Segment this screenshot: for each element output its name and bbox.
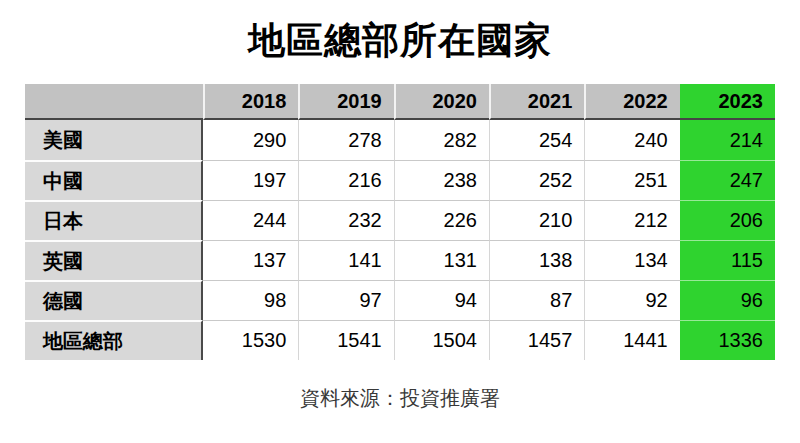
cell-value: 212 — [584, 200, 679, 240]
row-label: 地區總部 — [25, 320, 203, 360]
cell-value: 232 — [298, 200, 393, 240]
row-label: 德國 — [25, 280, 203, 320]
source-note: 資料來源：投資推廣署 — [0, 387, 800, 410]
cell-value: 251 — [584, 160, 679, 200]
cell-value-highlighted: 206 — [680, 200, 775, 240]
table-row-usa: 美國 290 278 282 254 240 214 — [25, 120, 775, 160]
cell-value: 1441 — [584, 320, 679, 360]
cell-value-highlighted: 96 — [680, 280, 775, 320]
cell-value-highlighted: 247 — [680, 160, 775, 200]
cell-value: 134 — [584, 240, 679, 280]
year-header-2021: 2021 — [489, 84, 584, 120]
year-header-2019: 2019 — [298, 84, 393, 120]
cell-value: 1530 — [203, 320, 298, 360]
row-label: 中國 — [25, 160, 203, 200]
table-row-total: 地區總部 1530 1541 1504 1457 1441 1336 — [25, 320, 775, 360]
cell-value: 216 — [298, 160, 393, 200]
header-row: 2018 2019 2020 2021 2022 2023 — [25, 84, 775, 120]
year-header-2023-highlighted: 2023 — [680, 84, 775, 120]
cell-value-highlighted: 214 — [680, 120, 775, 160]
page-title: 地區總部所在國家 — [0, 20, 800, 62]
cell-value: 254 — [489, 120, 584, 160]
cell-value: 97 — [298, 280, 393, 320]
cell-value-highlighted: 1336 — [680, 320, 775, 360]
cell-value: 278 — [298, 120, 393, 160]
row-label: 日本 — [25, 200, 203, 240]
year-header-2020: 2020 — [394, 84, 489, 120]
cell-value: 1504 — [394, 320, 489, 360]
cell-value: 98 — [203, 280, 298, 320]
data-table: 2018 2019 2020 2021 2022 2023 美國 290 278… — [25, 84, 775, 360]
row-label: 英國 — [25, 240, 203, 280]
year-header-2022: 2022 — [584, 84, 679, 120]
corner-cell — [25, 84, 203, 120]
cell-value: 240 — [584, 120, 679, 160]
table-row-uk: 英國 137 141 131 138 134 115 — [25, 240, 775, 280]
row-label: 美國 — [25, 120, 203, 160]
cell-value: 137 — [203, 240, 298, 280]
cell-value: 141 — [298, 240, 393, 280]
cell-value: 94 — [394, 280, 489, 320]
cell-value: 92 — [584, 280, 679, 320]
cell-value: 210 — [489, 200, 584, 240]
year-header-2018: 2018 — [203, 84, 298, 120]
cell-value: 252 — [489, 160, 584, 200]
table-row-japan: 日本 244 232 226 210 212 206 — [25, 200, 775, 240]
cell-value: 131 — [394, 240, 489, 280]
cell-value: 238 — [394, 160, 489, 200]
cell-value: 226 — [394, 200, 489, 240]
table-row-china: 中國 197 216 238 252 251 247 — [25, 160, 775, 200]
cell-value: 282 — [394, 120, 489, 160]
cell-value: 87 — [489, 280, 584, 320]
cell-value: 1457 — [489, 320, 584, 360]
table-row-germany: 德國 98 97 94 87 92 96 — [25, 280, 775, 320]
cell-value: 1541 — [298, 320, 393, 360]
cell-value: 290 — [203, 120, 298, 160]
cell-value-highlighted: 115 — [680, 240, 775, 280]
cell-value: 197 — [203, 160, 298, 200]
cell-value: 244 — [203, 200, 298, 240]
cell-value: 138 — [489, 240, 584, 280]
